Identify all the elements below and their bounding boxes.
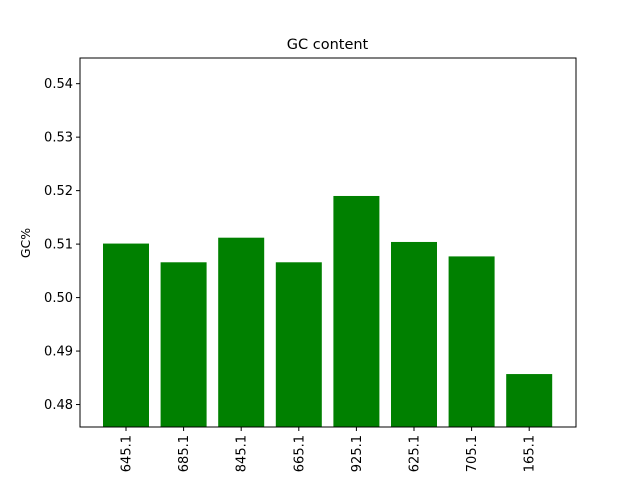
y-tick-label: 0.53 bbox=[44, 131, 73, 146]
y-tick-label: 0.52 bbox=[44, 184, 73, 199]
bar-925.1 bbox=[333, 195, 380, 427]
x-tick-label: 665.1 bbox=[292, 435, 307, 472]
x-tick-label: 645.1 bbox=[120, 435, 135, 472]
y-tick-label: 0.51 bbox=[44, 238, 73, 253]
x-tick-label: 625.1 bbox=[408, 435, 423, 472]
chart-title: GC content bbox=[287, 37, 369, 53]
x-tick-label: 165.1 bbox=[523, 435, 538, 472]
bar-625.1 bbox=[391, 241, 437, 427]
y-tick-label: 0.54 bbox=[44, 77, 73, 92]
y-axis: 0.48 0.49 0.50 0.51 0.52 0.53 0.54 bbox=[44, 77, 80, 413]
x-tick-label: 925.1 bbox=[350, 435, 365, 472]
x-tick-label: 685.1 bbox=[177, 435, 192, 472]
x-axis: 645.1 685.1 845.1 665.1 925.1 625.1 705.1 165.1 bbox=[120, 427, 538, 472]
x-tick-label: 705.1 bbox=[465, 435, 480, 472]
bar-165.1 bbox=[506, 374, 553, 427]
bars-group bbox=[103, 195, 553, 427]
bar-645.1 bbox=[103, 243, 149, 427]
plot-frame bbox=[79, 57, 577, 428]
y-tick-label: 0.48 bbox=[44, 398, 73, 413]
bar-665.1 bbox=[275, 262, 322, 427]
y-tick-label: 0.49 bbox=[44, 345, 73, 360]
x-tick-label: 845.1 bbox=[235, 435, 250, 472]
bar-685.1 bbox=[160, 262, 207, 427]
bar-845.1 bbox=[218, 237, 265, 427]
y-tick-label: 0.50 bbox=[44, 291, 73, 306]
y-axis-label: GC% bbox=[18, 228, 33, 258]
bar-705.1 bbox=[448, 256, 495, 427]
